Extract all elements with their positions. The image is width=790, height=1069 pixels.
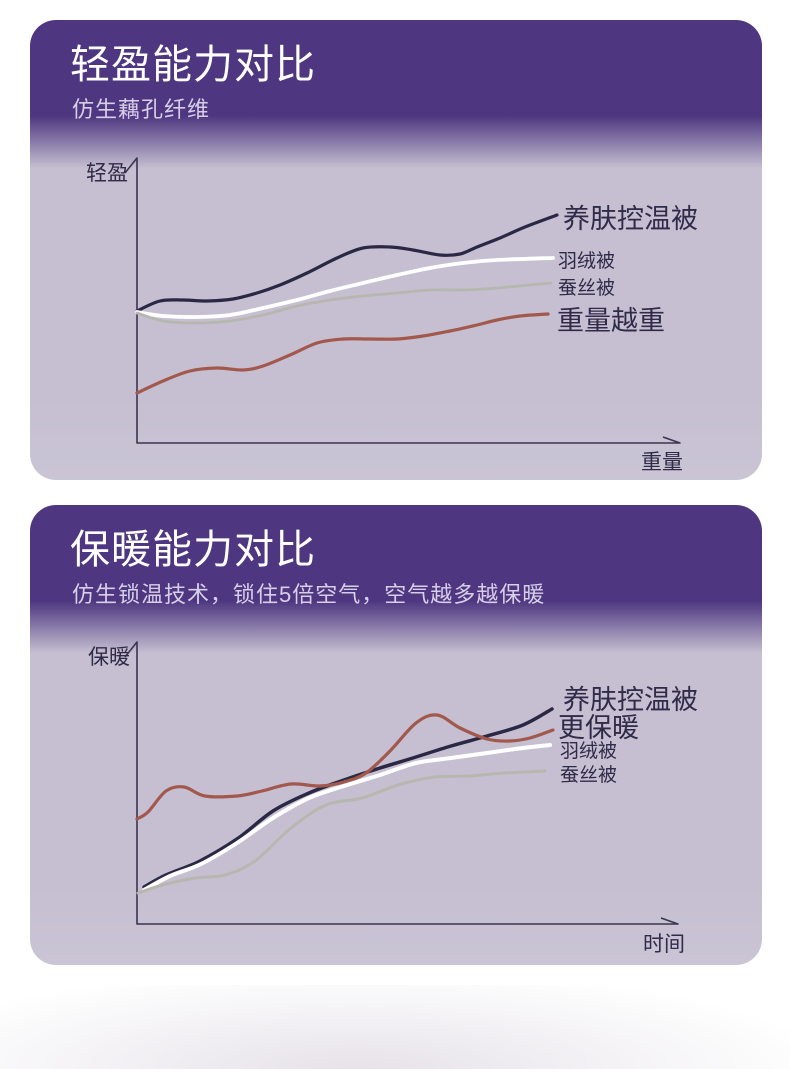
series-label-2: 羽绒被 [560, 740, 617, 762]
lightness-comparison-panel: 轻盈能力对比 仿生藕孔纤维 轻盈重量 养肤控温被羽绒被蚕丝被重量越重 [30, 20, 762, 480]
series-label-1: 羽绒被 [558, 250, 615, 272]
series-label-0: 养肤控温被 [563, 685, 698, 715]
series-line-0 [135, 213, 559, 313]
series-line-1 [135, 713, 555, 821]
series-label-0: 养肤控温被 [563, 204, 698, 234]
warmth-comparison-panel: 保暖能力对比 仿生锁温技术，锁住5倍空气，空气越多越保暖 保暖时间 养肤控温被 更保… [30, 505, 762, 965]
x-axis-label: 时间 [643, 933, 685, 956]
series-label-3: 重量越重 [557, 306, 665, 336]
series-label-3: 蚕丝被 [560, 764, 617, 786]
next-section-preview [0, 985, 790, 1069]
series-label-1: 更保暖 [558, 713, 639, 743]
panel-title: 轻盈能力对比 [70, 43, 316, 87]
y-axis-label: 保暖 [88, 646, 130, 669]
series-line-3 [135, 312, 550, 395]
series-line-2 [135, 281, 553, 325]
panel-subtitle: 仿生锁温技术，锁住5倍空气，空气越多越保暖 [72, 582, 546, 607]
panel-subtitle: 仿生藕孔纤维 [72, 97, 211, 122]
series-line-2 [142, 743, 552, 892]
series-line-0 [142, 707, 554, 889]
series-line-3 [136, 769, 547, 895]
y-axis-label: 轻盈 [86, 162, 128, 185]
panel-title: 保暖能力对比 [70, 528, 316, 572]
chart-axes [124, 641, 679, 925]
series-label-2: 蚕丝被 [558, 277, 615, 299]
x-axis-label: 重量 [641, 451, 683, 474]
series-line-1 [135, 256, 555, 319]
chart-axes [124, 157, 681, 444]
